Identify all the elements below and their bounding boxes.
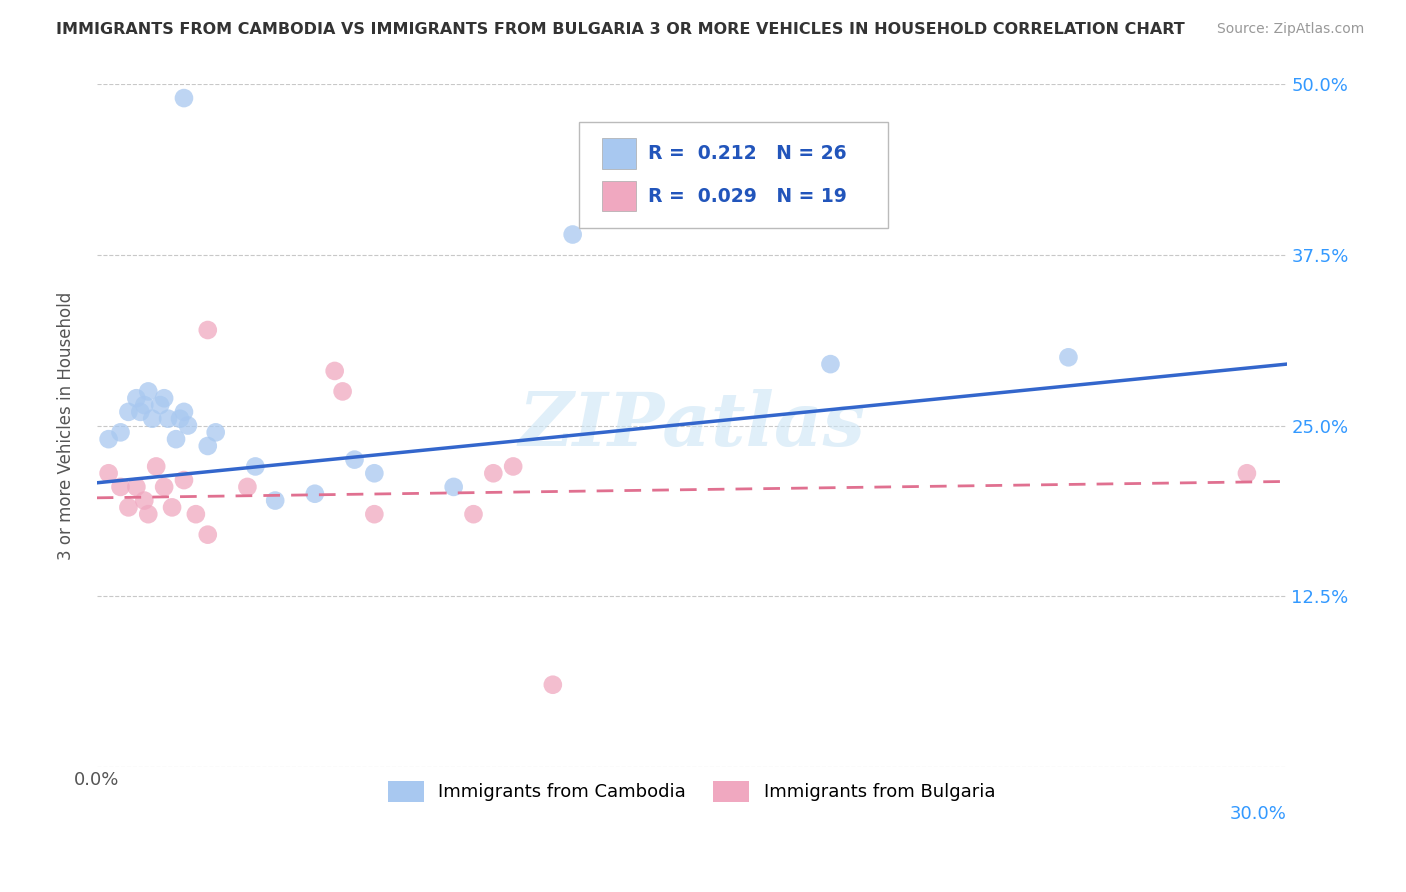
Point <box>463 507 485 521</box>
Point <box>117 500 139 515</box>
Point <box>236 480 259 494</box>
Text: IMMIGRANTS FROM CAMBODIA VS IMMIGRANTS FROM BULGARIA 3 OR MORE VEHICLES IN HOUSE: IMMIGRANTS FROM CAMBODIA VS IMMIGRANTS F… <box>56 22 1185 37</box>
Point <box>561 227 583 242</box>
Legend: Immigrants from Cambodia, Immigrants from Bulgaria: Immigrants from Cambodia, Immigrants fro… <box>381 773 1002 809</box>
FancyBboxPatch shape <box>602 181 636 211</box>
Point <box>541 678 564 692</box>
Point <box>141 411 163 425</box>
Point <box>323 364 346 378</box>
Point <box>197 323 219 337</box>
Point <box>136 384 159 399</box>
Point <box>129 405 152 419</box>
Point <box>343 452 366 467</box>
Point <box>134 493 156 508</box>
Point <box>363 467 385 481</box>
Point <box>1236 467 1258 481</box>
Point <box>820 357 842 371</box>
Point <box>153 480 176 494</box>
Text: ZIPatlas: ZIPatlas <box>519 389 865 462</box>
Text: R =  0.212   N = 26: R = 0.212 N = 26 <box>648 145 846 163</box>
Point <box>110 480 132 494</box>
Point <box>169 411 191 425</box>
Point <box>332 384 354 399</box>
Point <box>304 487 326 501</box>
Point <box>177 418 200 433</box>
Point <box>363 507 385 521</box>
Point <box>157 411 180 425</box>
FancyBboxPatch shape <box>602 138 636 169</box>
Text: R =  0.029   N = 19: R = 0.029 N = 19 <box>648 186 846 205</box>
Point <box>117 405 139 419</box>
Point <box>165 432 187 446</box>
Point <box>197 439 219 453</box>
Point <box>160 500 183 515</box>
Point <box>125 391 148 405</box>
Point <box>97 432 120 446</box>
Point <box>134 398 156 412</box>
Point <box>153 391 176 405</box>
Point <box>125 480 148 494</box>
Text: 30.0%: 30.0% <box>1230 805 1286 823</box>
Point <box>482 467 505 481</box>
FancyBboxPatch shape <box>579 122 889 227</box>
Point <box>145 459 167 474</box>
Text: Source: ZipAtlas.com: Source: ZipAtlas.com <box>1216 22 1364 37</box>
Point <box>443 480 465 494</box>
Point <box>173 91 195 105</box>
Point <box>184 507 207 521</box>
Point <box>197 527 219 541</box>
Point <box>502 459 524 474</box>
Point <box>110 425 132 440</box>
Point <box>97 467 120 481</box>
Point <box>1057 351 1080 365</box>
Point <box>173 405 195 419</box>
Point <box>173 473 195 487</box>
Point <box>149 398 172 412</box>
Y-axis label: 3 or more Vehicles in Household: 3 or more Vehicles in Household <box>58 292 75 559</box>
Point <box>264 493 287 508</box>
Point <box>204 425 226 440</box>
Point <box>245 459 267 474</box>
Point <box>136 507 159 521</box>
